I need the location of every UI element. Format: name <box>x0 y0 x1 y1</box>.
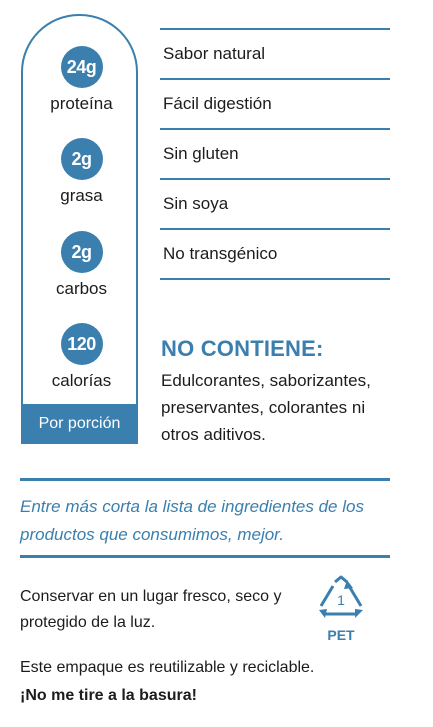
packaging-slogan: ¡No me tire a la basura! <box>20 687 197 704</box>
calories-stat: 120 calorías <box>23 323 140 391</box>
quote-text: Entre más corta la lista de ingredientes… <box>20 497 364 544</box>
recycle-symbol: 1 PET <box>313 574 369 643</box>
no-contiene-title: NO CONTIENE: <box>161 336 324 361</box>
carbs-label: carbos <box>55 279 108 298</box>
fat-value: 2g <box>60 138 103 180</box>
feature-item: Sin soya <box>160 180 390 230</box>
protein-label: proteína <box>50 94 113 113</box>
feature-item: Sabor natural <box>160 28 390 80</box>
recycle-icon: 1 <box>319 575 363 618</box>
nutrition-panel: 24g proteína 2g grasa 2g carbos 120 calo… <box>21 14 138 444</box>
divider-bottom <box>20 555 390 558</box>
packaging-note: Este empaque es reutilizable y reciclabl… <box>20 654 420 710</box>
carbs-value: 2g <box>60 231 103 273</box>
feature-item: Fácil digestión <box>160 80 390 130</box>
feature-item: No transgénico <box>160 230 390 280</box>
carbs-stat: 2g carbos <box>23 231 140 299</box>
per-serving-label: Por porción <box>21 404 138 444</box>
protein-stat: 24g proteína <box>23 46 140 114</box>
features-list: Sabor natural Fácil digestión Sin gluten… <box>160 28 390 280</box>
storage-text: Conservar en un lugar fresco, seco y pro… <box>20 588 282 631</box>
calories-label: calorías <box>51 371 112 390</box>
calories-value: 120 <box>60 323 103 365</box>
divider-top <box>20 478 390 481</box>
protein-value: 24g <box>60 46 103 88</box>
fat-stat: 2g grasa <box>23 138 140 206</box>
fat-label: grasa <box>60 186 103 205</box>
no-contiene-text: Edulcorantes, saborizantes, preservantes… <box>161 371 371 444</box>
recycle-number: 1 <box>337 592 345 608</box>
packaging-text: Este empaque es reutilizable y reciclabl… <box>20 659 315 676</box>
pet-label: PET <box>327 627 355 643</box>
feature-item: Sin gluten <box>160 130 390 180</box>
